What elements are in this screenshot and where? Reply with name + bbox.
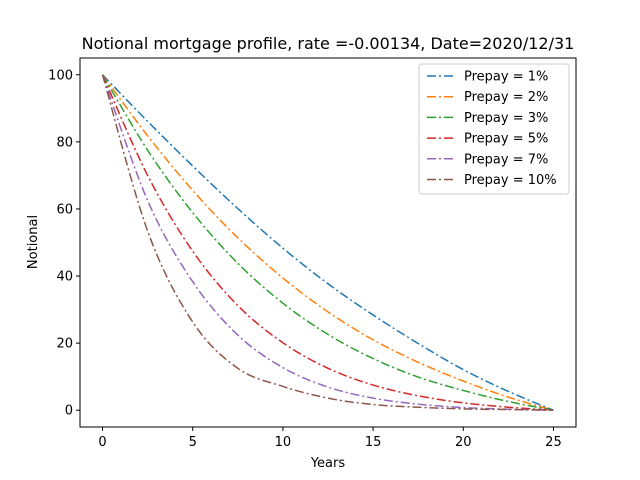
y-tick-label: 80 (56, 135, 73, 150)
x-axis-label: Years (310, 456, 346, 471)
y-axis-label: Notional (26, 215, 41, 269)
series-line (101, 74, 554, 411)
legend-label: Prepay = 7% (464, 152, 548, 167)
legend-label: Prepay = 2% (464, 90, 548, 105)
x-tick-label: 25 (545, 435, 562, 450)
y-tick-label: 40 (56, 270, 73, 285)
x-axis-ticks: 0 5 10 15 20 25 (98, 427, 562, 450)
y-tick-label: 100 (48, 68, 73, 83)
legend-label: Prepay = 3% (464, 111, 548, 126)
series-line (102, 74, 554, 411)
x-tick-label: 15 (365, 435, 382, 450)
x-tick-label: 0 (98, 435, 106, 450)
series-lines (101, 74, 554, 411)
legend-label: Prepay = 5% (464, 132, 548, 147)
chart-title: Notional mortgage profile, rate =-0.0013… (82, 34, 575, 53)
legend-label: Prepay = 10% (464, 173, 557, 188)
series-line (101, 74, 554, 411)
legend: Prepay = 1% Prepay = 2% Prepay = 3% Prepay … (418, 63, 570, 195)
legend-label: Prepay = 1% (464, 70, 548, 85)
series-line (101, 74, 554, 411)
y-tick-label: 0 (65, 404, 73, 419)
y-tick-label: 60 (56, 202, 73, 217)
series-line (101, 74, 554, 411)
series-line (101, 74, 554, 411)
x-tick-label: 10 (275, 435, 292, 450)
legend-box (418, 63, 570, 195)
y-axis-ticks: 0 20 40 60 80 100 (48, 68, 80, 419)
x-tick-label: 20 (455, 435, 472, 450)
x-tick-label: 5 (189, 435, 197, 450)
y-tick-label: 20 (56, 337, 73, 352)
